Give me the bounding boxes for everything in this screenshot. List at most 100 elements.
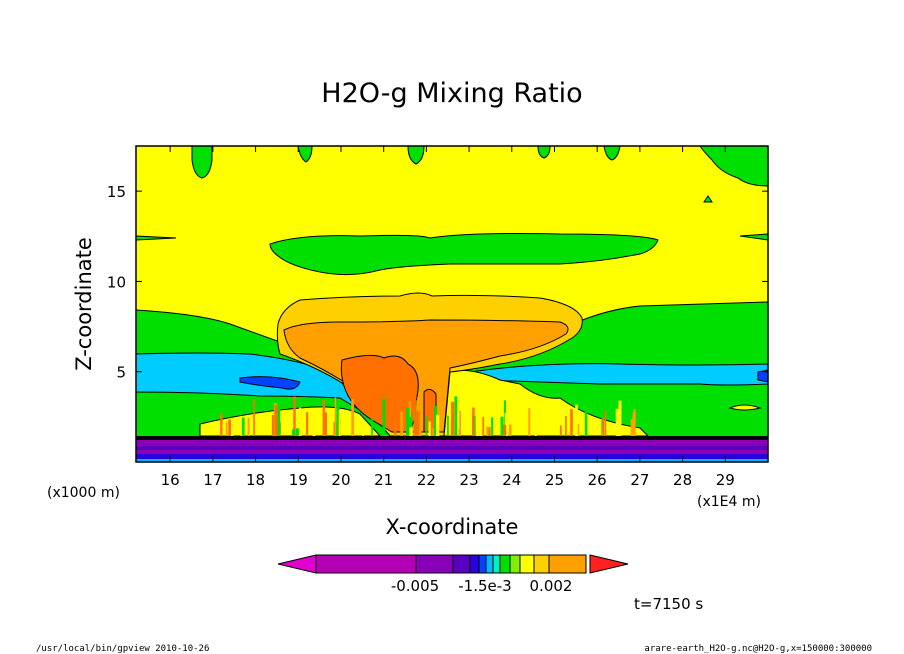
turbulence-streak bbox=[277, 405, 281, 436]
cyan-layer-right bbox=[468, 363, 768, 386]
upper-green-band bbox=[269, 233, 659, 276]
colorbar-segment bbox=[315, 554, 417, 574]
turbulence-streak bbox=[602, 418, 604, 436]
footer-left: /usr/local/bin/gpview 2010-10-26 bbox=[36, 644, 209, 654]
turbulence-streak bbox=[413, 400, 416, 436]
turbulence-streak bbox=[382, 398, 386, 436]
y-tick-label: 5 bbox=[116, 364, 126, 382]
surface-green-line bbox=[136, 459, 768, 462]
turbulence-streak bbox=[291, 429, 296, 436]
turbulence-streak bbox=[338, 410, 341, 436]
surface-dark-line bbox=[136, 436, 768, 440]
turbulence-streak bbox=[447, 415, 449, 436]
surface-turbulence bbox=[220, 396, 636, 436]
turbulence-streak bbox=[503, 424, 507, 436]
colorbar-segment bbox=[415, 554, 454, 574]
turbulence-streak bbox=[528, 408, 531, 436]
turbulence-streak bbox=[630, 419, 634, 436]
colorbar-arrow-right bbox=[589, 554, 629, 574]
turbulence-streak bbox=[241, 418, 245, 436]
colorbar-segment bbox=[519, 554, 535, 574]
top-green-cell-7 bbox=[703, 195, 713, 203]
turbulence-streak bbox=[584, 404, 588, 436]
turbulence-streak bbox=[409, 427, 413, 436]
turbulence-streak bbox=[253, 400, 255, 436]
surface-blue-layer bbox=[136, 454, 768, 459]
green-sliver-right bbox=[739, 233, 768, 241]
turbulence-streak bbox=[394, 422, 397, 436]
turbulence-streak bbox=[476, 425, 479, 436]
turbulence-streak bbox=[351, 399, 354, 436]
turbulence-streak bbox=[406, 407, 410, 436]
green-sliver-left bbox=[136, 235, 177, 241]
turbulence-streak bbox=[293, 396, 296, 436]
colorbar-segment bbox=[452, 554, 471, 574]
turbulence-streak bbox=[371, 418, 373, 436]
colorbar-segment bbox=[548, 554, 587, 574]
x-tick-label: 21 bbox=[374, 471, 393, 489]
turbulence-streak bbox=[400, 411, 404, 436]
colorbar-arrow-left bbox=[277, 554, 317, 574]
turbulence-streak bbox=[565, 416, 567, 436]
turbulence-streak bbox=[575, 404, 578, 436]
y-axis-label: Z-coordinate bbox=[72, 237, 96, 371]
colorbar-tick-label: -1.5e-3 bbox=[458, 577, 511, 595]
turbulence-streak bbox=[504, 413, 508, 436]
colorbar-tick-label: 0.002 bbox=[530, 577, 573, 595]
turbulence-streak bbox=[336, 403, 340, 436]
blue-patch bbox=[239, 376, 301, 390]
colorbar-segment bbox=[485, 554, 494, 574]
top-green-cell-1 bbox=[191, 146, 213, 179]
turbulence-streak bbox=[436, 414, 440, 436]
x-unit-label: (x1E4 m) bbox=[697, 494, 761, 510]
turbulence-streak bbox=[306, 412, 309, 436]
turbulence-streak bbox=[228, 419, 231, 436]
x-tick-label: 29 bbox=[716, 471, 735, 489]
x-tick-label: 23 bbox=[460, 471, 479, 489]
x-tick-label: 24 bbox=[502, 471, 521, 489]
turbulence-streak bbox=[430, 410, 433, 436]
x-tick-label: 20 bbox=[331, 471, 350, 489]
x-tick-label: 19 bbox=[289, 471, 308, 489]
turbulence-streak bbox=[247, 417, 250, 436]
y-tick-label: 15 bbox=[107, 183, 126, 201]
x-tick-label: 25 bbox=[545, 471, 564, 489]
turbulence-streak bbox=[362, 429, 364, 436]
turbulence-streak bbox=[534, 413, 537, 436]
x-axis-ticks: 16 17 18 19 20 21 22 23 24 25 26 27 28 29 bbox=[161, 146, 735, 489]
turbulence-streak bbox=[312, 416, 316, 436]
anvil-mid-orange bbox=[283, 319, 569, 433]
turbulence-streak bbox=[559, 425, 562, 436]
turbulence-streak bbox=[334, 397, 337, 436]
turbulence-streak bbox=[322, 399, 325, 436]
turbulence-streak bbox=[450, 420, 453, 436]
turbulence-streak bbox=[601, 397, 604, 436]
top-green-cell-5 bbox=[603, 146, 621, 161]
turbulence-streak bbox=[434, 406, 438, 436]
turbulence-streak bbox=[274, 405, 278, 436]
turbulence-streak bbox=[479, 416, 483, 436]
blue-patch-right bbox=[757, 369, 768, 383]
turbulence-streak bbox=[419, 424, 422, 436]
colorbar bbox=[277, 554, 629, 574]
turbulence-streak bbox=[451, 401, 455, 436]
x-tick-label: 28 bbox=[673, 471, 692, 489]
turbulence-streak bbox=[472, 407, 475, 436]
colorbar-segment bbox=[469, 554, 480, 574]
x-tick-label: 22 bbox=[417, 471, 436, 489]
turbulence-streak bbox=[324, 412, 327, 436]
colorbar-segment bbox=[509, 554, 521, 574]
x-tick-label: 26 bbox=[588, 471, 607, 489]
turbulence-streak bbox=[409, 417, 412, 436]
turbulence-streak bbox=[225, 421, 228, 436]
top-green-cell-2 bbox=[297, 146, 313, 163]
turbulence-streak bbox=[425, 415, 428, 436]
colorbar-segment bbox=[533, 554, 550, 574]
turbulence-streak bbox=[615, 408, 619, 436]
top-green-cell-3 bbox=[407, 146, 425, 165]
chart-title: H2O-g Mixing Ratio bbox=[321, 78, 582, 109]
turbulence-streak bbox=[486, 426, 489, 436]
colorbar-segment bbox=[499, 554, 511, 574]
turbulence-streak bbox=[618, 400, 622, 436]
